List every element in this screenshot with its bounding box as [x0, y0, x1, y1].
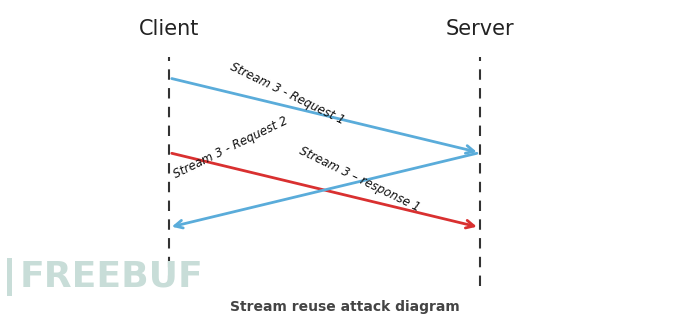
- Text: Stream reuse attack diagram: Stream reuse attack diagram: [230, 300, 460, 314]
- Text: Stream 3 – response 1: Stream 3 – response 1: [297, 145, 422, 215]
- Text: Stream 3 - Request 2: Stream 3 - Request 2: [171, 114, 290, 181]
- Text: Server: Server: [445, 19, 514, 38]
- Text: Client: Client: [139, 19, 199, 38]
- Bar: [7, 258, 12, 296]
- Text: Stream 3 - Request 1: Stream 3 - Request 1: [228, 60, 346, 127]
- Text: FREEBUF: FREEBUF: [19, 260, 203, 294]
